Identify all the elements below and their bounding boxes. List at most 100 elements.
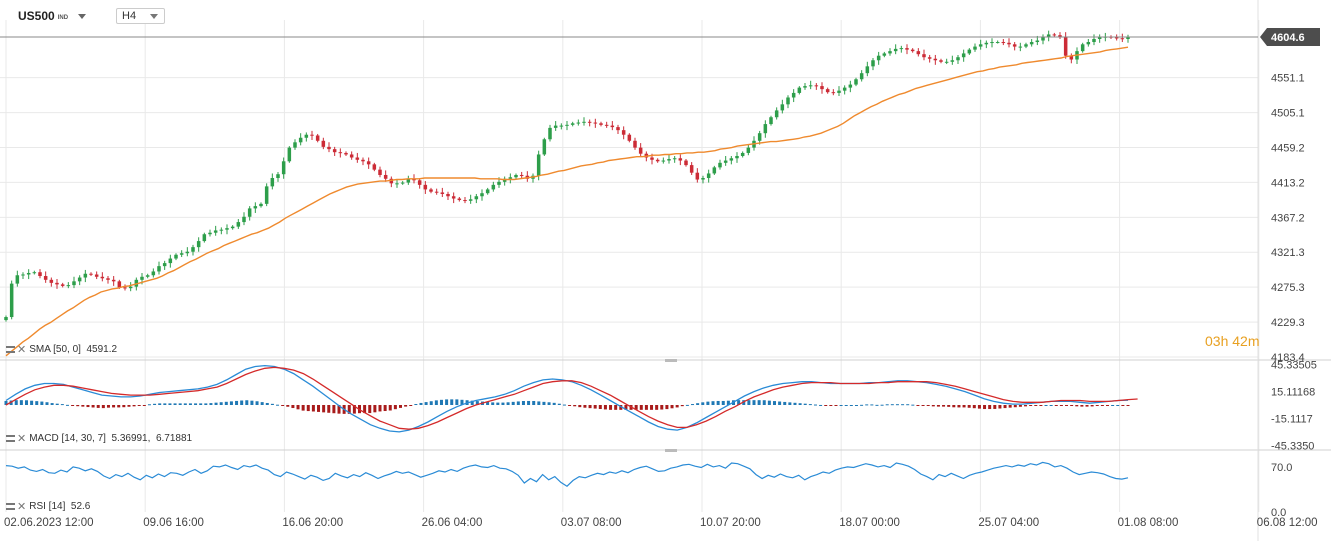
menu-icon[interactable]	[6, 503, 15, 510]
close-icon[interactable]: ✕	[17, 343, 27, 356]
candle-body	[100, 276, 105, 279]
macd-histogram-bar	[188, 403, 192, 405]
symbol-name[interactable]: US500	[18, 9, 55, 23]
countdown-hours: 03	[1205, 333, 1221, 349]
candle-body	[1080, 44, 1085, 52]
macd-histogram-bar	[890, 404, 894, 406]
macd-histogram-bar	[265, 402, 269, 405]
macd-histogram-bar	[1034, 405, 1038, 406]
candle-body	[593, 122, 598, 124]
macd-histogram-bar	[598, 405, 602, 410]
candle-body	[950, 60, 955, 62]
candle-body	[400, 182, 405, 184]
candle-body	[672, 158, 677, 160]
macd-histogram-bar	[962, 405, 966, 408]
candle-body	[797, 87, 802, 93]
macd-histogram-bar	[1075, 405, 1079, 407]
candle-body	[43, 276, 48, 280]
candle-body	[610, 125, 615, 128]
rsi-pane[interactable]	[5, 461, 1129, 487]
candle-body	[349, 154, 354, 158]
symbol-dropdown-icon[interactable]	[78, 13, 87, 19]
candle-body	[661, 160, 666, 162]
candle-body	[225, 228, 229, 230]
macd-histogram-bar	[747, 400, 751, 405]
candle-countdown: 03h 42m	[1205, 333, 1260, 349]
menu-icon[interactable]	[6, 346, 15, 353]
macd-histogram-bar	[578, 405, 582, 408]
macd-histogram-bar	[521, 401, 525, 405]
candle-body	[927, 57, 932, 59]
macd-histogram-bar	[1116, 405, 1120, 406]
candle-body	[888, 51, 892, 54]
candle-body	[304, 134, 309, 138]
macd-histogram-bar	[757, 400, 761, 405]
candle-body	[990, 42, 994, 44]
candle-body	[808, 85, 813, 87]
macd-histogram-bar	[1070, 405, 1074, 406]
candle-body	[1086, 42, 1091, 45]
macd-histogram-bar	[870, 404, 874, 406]
macd-histogram-bar	[199, 403, 203, 405]
candle-body	[446, 193, 450, 197]
macd-histogram-bar	[153, 403, 157, 405]
macd-histogram-bar	[1085, 405, 1089, 407]
candle-body	[338, 152, 343, 154]
macd-histogram-bar	[419, 402, 423, 405]
macd-histogram-bar	[496, 402, 500, 405]
price-axis-tick: 4459.2	[1271, 142, 1305, 154]
macd-histogram-bar	[844, 405, 848, 406]
sma-label: SMA [50, 0] 4591.2	[29, 344, 118, 355]
macd-histogram-bar	[322, 405, 326, 413]
close-icon[interactable]: ✕	[17, 500, 27, 513]
candle-body	[865, 66, 870, 74]
candle-body	[882, 53, 887, 56]
close-icon[interactable]: ✕	[17, 432, 27, 445]
candle-body	[219, 229, 224, 231]
macd-pane[interactable]	[4, 364, 1138, 433]
macd-histogram-bar	[276, 404, 280, 406]
candle-body	[355, 157, 360, 160]
menu-icon[interactable]	[6, 435, 15, 442]
candle-body	[332, 149, 337, 153]
macd-histogram-bar	[573, 405, 577, 407]
candle-body	[814, 85, 819, 87]
macd-signal-line	[5, 366, 1138, 430]
candle-body	[910, 49, 915, 52]
candle-body	[1126, 37, 1130, 39]
candle-body	[151, 271, 156, 276]
time-axis-tick: 26.06 04:00	[422, 517, 483, 529]
macd-histogram-bar	[557, 403, 561, 405]
macd-histogram-bar	[670, 405, 674, 409]
candle-body	[559, 125, 564, 127]
candle-body	[1069, 55, 1074, 60]
candle-body	[763, 124, 768, 134]
time-axis-tick: 16.06 20:00	[282, 517, 343, 529]
macd-histogram-bar	[1054, 405, 1058, 406]
macd-histogram-bar	[675, 405, 679, 408]
macd-histogram-bar	[1121, 405, 1125, 406]
macd-histogram-bar	[895, 404, 899, 406]
macd-histogram-bar	[721, 400, 725, 405]
macd-histogram-bar	[1100, 405, 1104, 406]
candle-body	[695, 172, 700, 180]
timeframe-select[interactable]: H4	[116, 8, 166, 24]
candle-body	[315, 135, 320, 141]
macd-histogram-bar	[337, 405, 341, 414]
macd-histogram-bar	[245, 400, 249, 405]
macd-histogram-bar	[680, 405, 684, 407]
candle-body	[395, 183, 399, 185]
candle-body	[276, 174, 280, 179]
macd-histogram-bar	[281, 405, 285, 406]
candle-body	[83, 273, 88, 278]
candle-body	[389, 178, 394, 184]
candle-body	[995, 42, 1000, 44]
macd-histogram-bar	[1080, 405, 1084, 407]
rsi-axis-tick: 70.0	[1271, 462, 1292, 474]
candle-body	[298, 137, 303, 143]
candle-body	[944, 61, 949, 63]
price-pane[interactable]	[0, 30, 1258, 357]
candle-body	[72, 281, 76, 286]
candle-body	[587, 121, 592, 123]
